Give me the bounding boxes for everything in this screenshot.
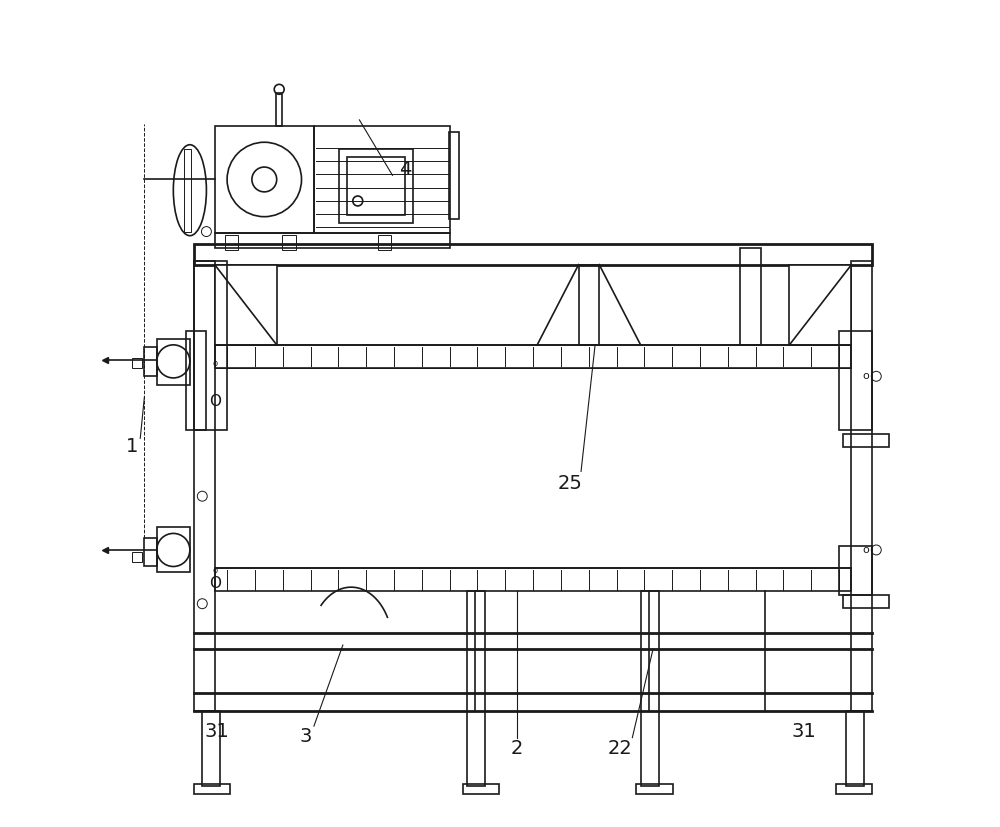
Bar: [194, 261, 227, 430]
Text: O: O: [209, 394, 221, 409]
Bar: [202, 711, 220, 786]
Text: 22: 22: [608, 739, 632, 758]
Bar: [194, 244, 872, 265]
Text: 2: 2: [510, 739, 523, 758]
Bar: [839, 331, 872, 430]
Text: o: o: [862, 371, 869, 381]
Text: 3: 3: [299, 727, 312, 745]
Bar: [215, 126, 314, 233]
Bar: [378, 235, 391, 250]
Bar: [836, 784, 872, 794]
Bar: [347, 157, 405, 215]
Text: 31: 31: [205, 723, 230, 741]
Bar: [740, 248, 761, 345]
Text: o: o: [212, 566, 217, 575]
Bar: [215, 568, 851, 591]
Bar: [157, 339, 190, 385]
Text: 4: 4: [399, 160, 411, 179]
Bar: [339, 149, 413, 223]
Bar: [636, 784, 673, 794]
Text: O: O: [209, 576, 221, 590]
Bar: [851, 261, 872, 711]
Bar: [314, 126, 450, 233]
Bar: [282, 235, 296, 250]
Bar: [789, 265, 851, 345]
Bar: [843, 434, 889, 447]
Bar: [144, 347, 157, 376]
Bar: [846, 711, 864, 786]
Bar: [194, 261, 215, 711]
Text: o: o: [212, 360, 217, 368]
Bar: [215, 265, 277, 345]
Bar: [463, 784, 499, 794]
Bar: [157, 527, 190, 572]
Text: o: o: [862, 545, 869, 555]
Bar: [839, 546, 872, 595]
Bar: [276, 93, 282, 126]
Text: 31: 31: [792, 723, 817, 741]
Text: 25: 25: [558, 475, 583, 493]
Bar: [843, 595, 889, 608]
Bar: [144, 538, 157, 566]
Bar: [132, 552, 142, 562]
Bar: [467, 591, 485, 786]
Bar: [215, 345, 851, 368]
Bar: [225, 235, 238, 250]
Bar: [579, 265, 599, 345]
Bar: [215, 233, 450, 248]
Bar: [194, 784, 230, 794]
Bar: [132, 358, 142, 368]
Bar: [449, 132, 459, 219]
Bar: [184, 149, 191, 232]
Bar: [641, 591, 659, 786]
Bar: [186, 331, 206, 430]
Text: 1: 1: [126, 437, 138, 456]
